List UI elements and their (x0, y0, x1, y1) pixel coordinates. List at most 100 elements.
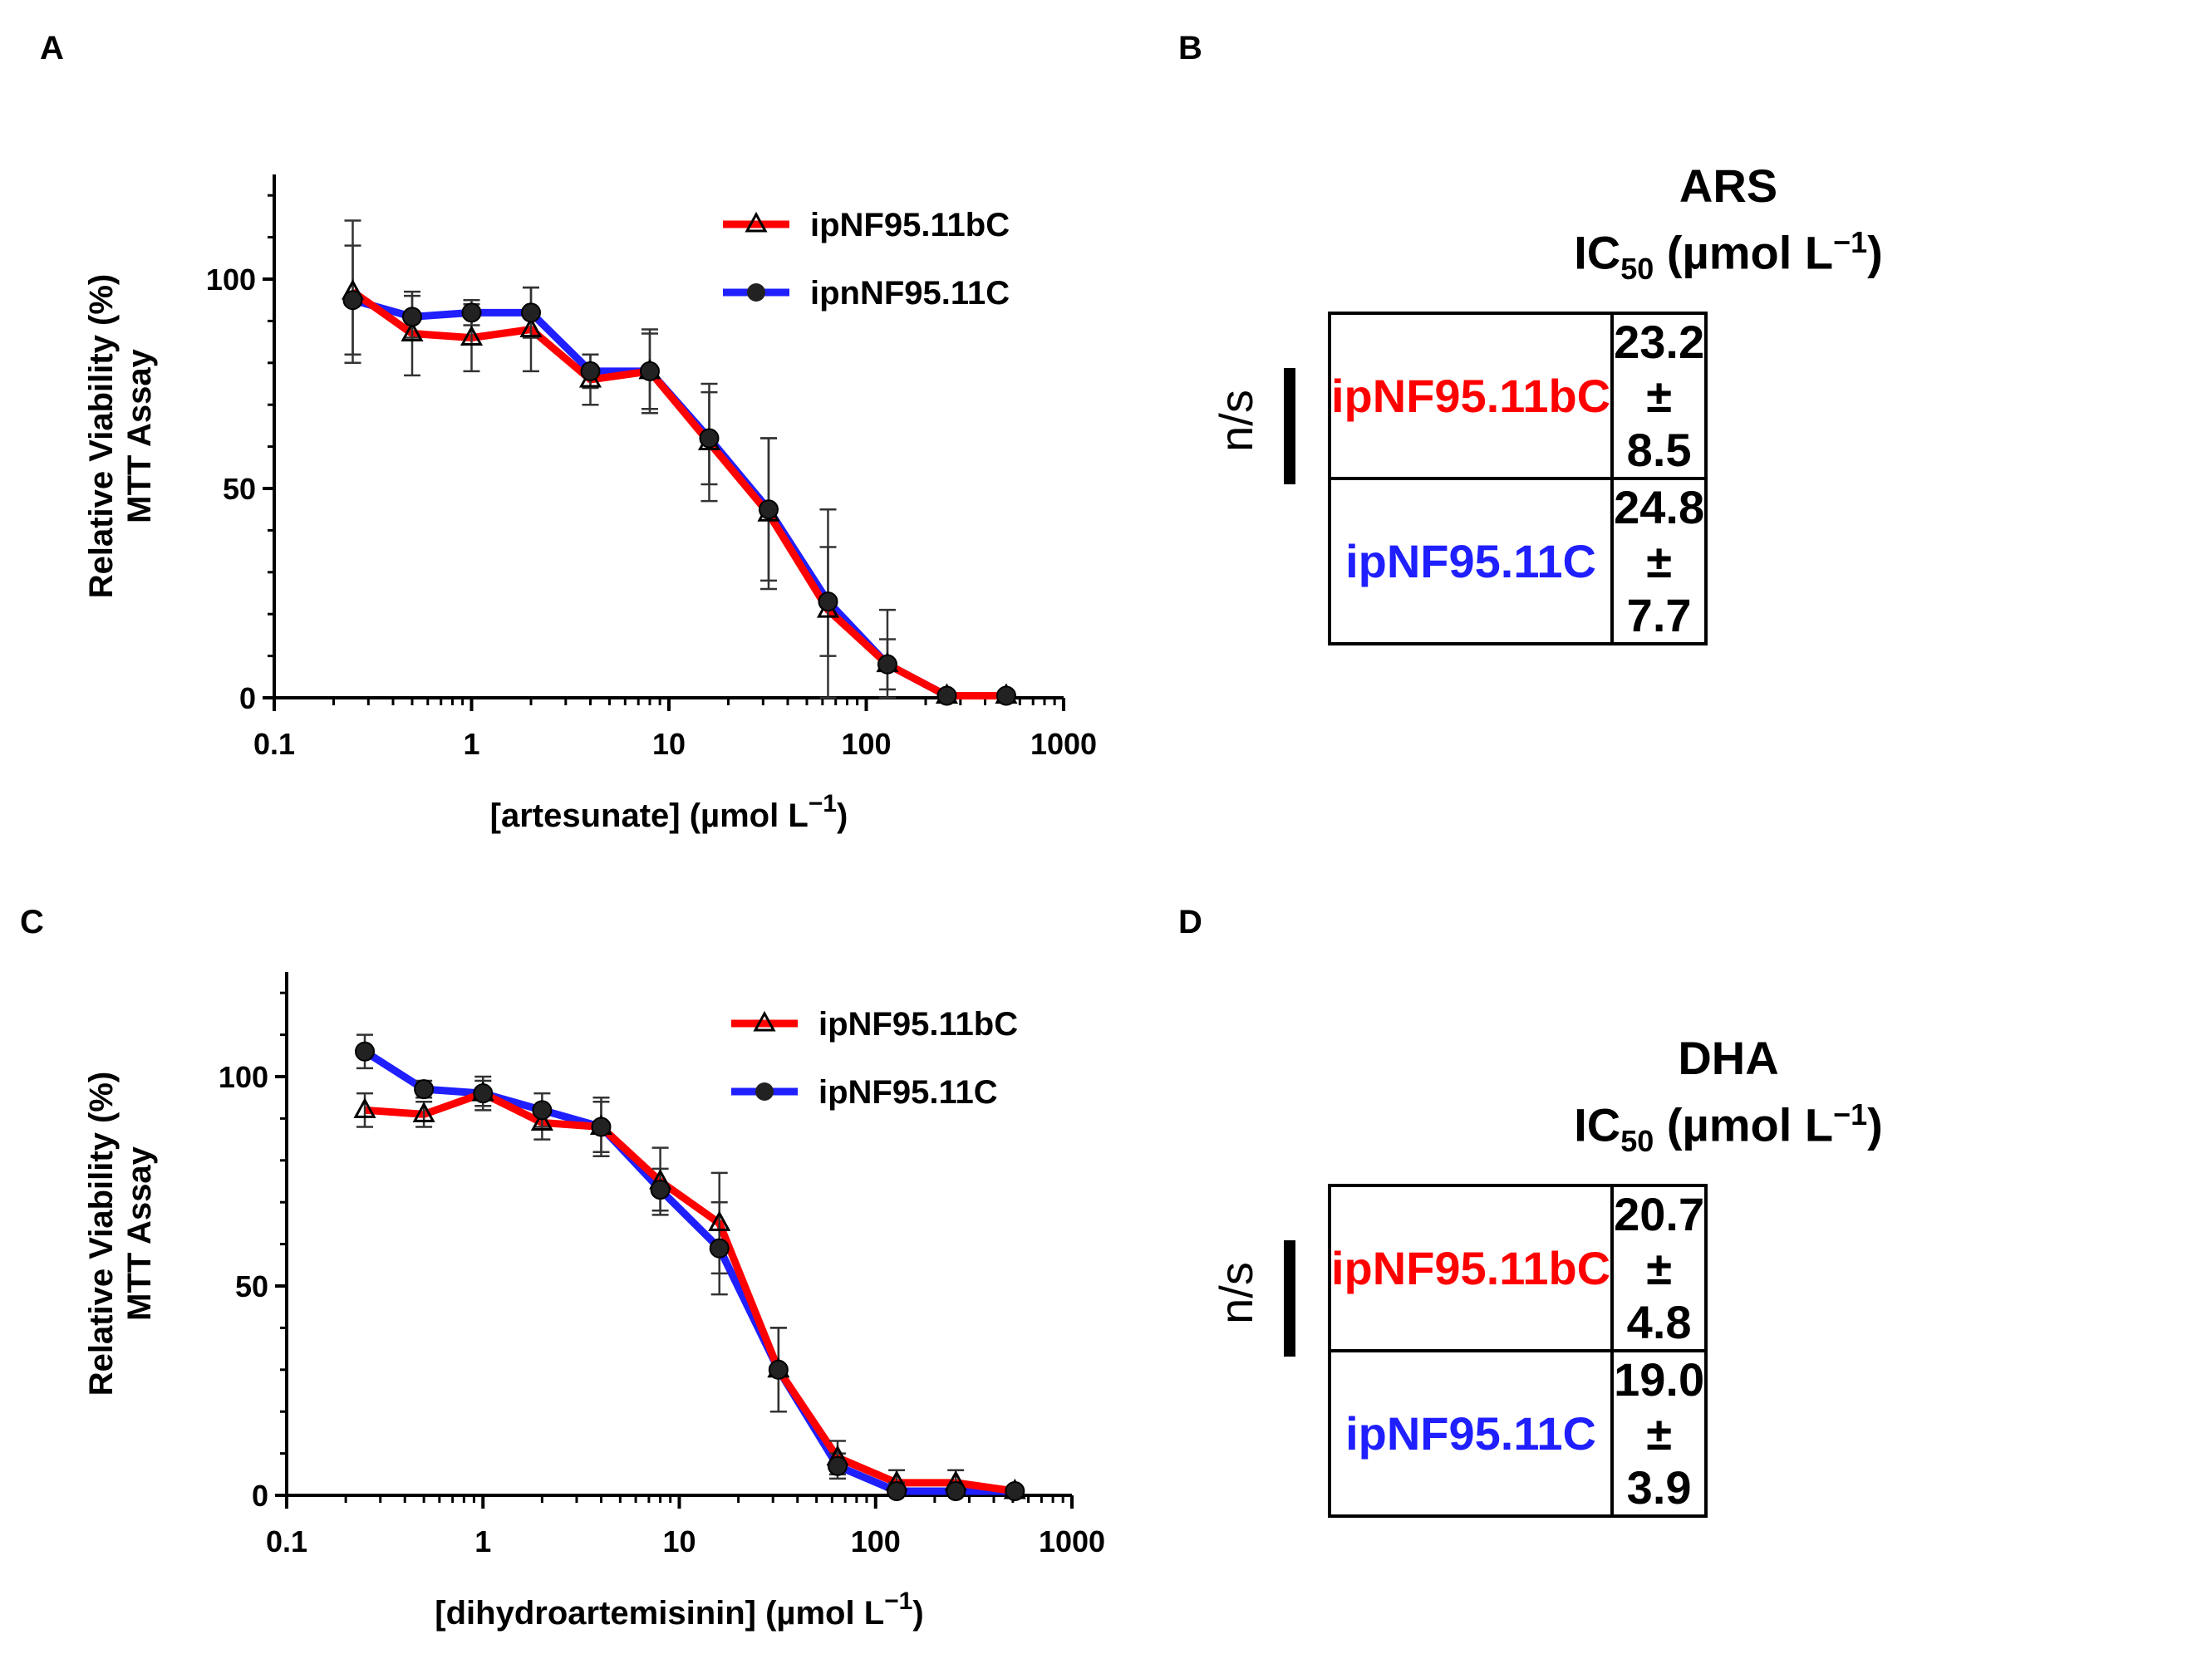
data-point-triangle (401, 321, 424, 342)
x-tick-label: 100 (851, 1524, 901, 1558)
data-point-circle (414, 1079, 435, 1100)
x-tick-label: 10 (652, 727, 686, 761)
table-row: ipNF95.11bC 23.2 ± 8.5 (1327, 312, 1708, 480)
legend-label: ipnNF95.11C (810, 275, 1010, 312)
data-point-circle (402, 307, 423, 327)
x-axis-title: [artesunate] (µmol L−1) (490, 790, 848, 834)
data-point-circle (827, 1455, 848, 1476)
chart-artesunate: 0 50 100 0.1 1 10 100 1000 [artesunate] (µmol L−… (83, 174, 1097, 834)
data-point-circle (461, 302, 482, 323)
ic50-value: 24.8 ± 7.7 (1610, 477, 1708, 645)
y-axis-title-line1: Relative Viability (%) (83, 274, 120, 599)
data-point-circle (709, 1238, 730, 1259)
data-point-circle (887, 1480, 907, 1501)
data-point-circle (946, 1480, 966, 1501)
data-point-circle (580, 361, 601, 381)
x-tick-label: 1 (463, 727, 479, 761)
ic50-unit-label: IC50 (µmol L−1) (1574, 1097, 1883, 1158)
data-point-circle (1005, 1480, 1025, 1501)
data-point-triangle (353, 1097, 376, 1118)
y-tick-label: 50 (223, 472, 256, 506)
x-tick-label: 1 (474, 1524, 491, 1558)
x-tick-label: 0.1 (253, 727, 295, 761)
legend-label: ipNF95.11bC (810, 207, 1010, 243)
data-point-circle (473, 1083, 494, 1104)
legend-label: ipNF95.11C (818, 1074, 998, 1111)
series-line-blue (362, 1048, 1015, 1495)
data-point-triangle (460, 325, 484, 346)
data-point-circle (936, 685, 957, 706)
x-tick-label: 0.1 (266, 1524, 307, 1558)
data-point-triangle (519, 317, 543, 337)
table-row: ipNF95.11C 24.8 ± 7.7 (1327, 477, 1708, 645)
data-point-circle (818, 591, 838, 612)
table-row: ipNF95.11bC 20.7 ± 4.8 (1327, 1184, 1708, 1352)
y-tick-label: 100 (219, 1060, 268, 1094)
panel-letter-c: C (20, 904, 44, 940)
data-point-triangle (530, 1110, 553, 1131)
chart-dihydroartemisinin: 0 50 100 0.1 1 10 100 1000 [dihydroartemisinin] … (83, 972, 1105, 1632)
x-tick-label: 1000 (1030, 727, 1097, 761)
significance-label: n/s (1209, 390, 1262, 452)
data-point-circle (532, 1100, 553, 1121)
data-point-circle (355, 1041, 376, 1062)
legend-label: ipNF95.11bC (818, 1006, 1018, 1043)
cell-line-name: ipNF95.11bC (1327, 1184, 1615, 1352)
significance-label: n/s (1209, 1262, 1262, 1324)
data-point-circle (995, 685, 1016, 706)
data-point-triangle (708, 1210, 731, 1231)
x-axis-title-sup: −1 (884, 1588, 912, 1615)
x-axis-title-end: ) (912, 1595, 923, 1632)
ic50-value: 19.0 ± 3.9 (1610, 1349, 1708, 1518)
x-axis-title-main: [dihydroartemisinin] (µmol L (435, 1595, 884, 1632)
cell-line-name: ipNF95.11bC (1327, 312, 1615, 480)
ic50-table: ipNF95.11bC 20.7 ± 4.8 ipNF95.11C 19.0 ±… (1327, 1184, 1708, 1518)
data-point-circle (639, 361, 660, 381)
x-axis-title-main: [artesunate] (µmol L (490, 798, 809, 834)
y-axis-title: Relative Viability (%)MTT Assay (83, 274, 158, 599)
ic50-value: 23.2 ± 8.5 (1610, 312, 1708, 480)
data-point-circle (768, 1359, 789, 1380)
drug-label: DHA (1678, 1032, 1779, 1084)
panel-letter-a: A (40, 30, 64, 66)
ic50-unit-label: IC50 (µmol L−1) (1574, 225, 1883, 286)
y-axis-title-line2: MTT Assay (121, 348, 158, 523)
data-point-circle (591, 1117, 612, 1137)
data-point-circle (758, 499, 779, 520)
table-row: ipNF95.11C 19.0 ± 3.9 (1327, 1349, 1708, 1518)
series-line-red (350, 288, 1006, 699)
y-tick-label: 0 (239, 681, 256, 715)
y-tick-label: 0 (252, 1479, 268, 1513)
legend-marker-triangle (745, 211, 768, 233)
significance-bar (1284, 368, 1295, 484)
legend-marker-circle (755, 1082, 774, 1101)
significance-bar (1284, 1240, 1295, 1357)
ic50-value: 20.7 ± 4.8 (1610, 1184, 1708, 1352)
data-point-circle (650, 1180, 671, 1200)
x-tick-label: 1000 (1039, 1524, 1105, 1558)
panel-letter-d: D (1178, 904, 1202, 940)
series-line-red (364, 1089, 1015, 1495)
y-axis-title: Relative Viability (%)MTT Assay (83, 1072, 158, 1396)
data-point-circle (342, 290, 363, 311)
y-tick-label: 50 (235, 1269, 268, 1303)
data-point-circle (520, 302, 541, 323)
legend-marker-triangle (753, 1010, 776, 1032)
data-point-circle (699, 428, 720, 449)
panel-letter-b: B (1178, 30, 1202, 66)
ic50-table: ipNF95.11bC 23.2 ± 8.5 ipNF95.11C 24.8 ±… (1327, 312, 1708, 645)
x-axis-title-sup: −1 (809, 790, 837, 817)
legend-marker-circle (747, 283, 765, 302)
x-axis-title: [dihydroartemisinin] (µmol L−1) (435, 1588, 923, 1632)
drug-label: ARS (1679, 160, 1778, 212)
summary-header-ars: ARS IC50 (µmol L−1) (1479, 158, 1978, 297)
y-axis-title-line2: MTT Assay (121, 1146, 158, 1320)
x-axis-title-end: ) (837, 798, 848, 834)
data-point-triangle (412, 1102, 435, 1122)
x-tick-label: 100 (841, 727, 891, 761)
cell-line-name: ipNF95.11C (1327, 1349, 1615, 1518)
data-point-circle (877, 654, 897, 675)
y-tick-label: 100 (206, 263, 256, 297)
x-tick-label: 10 (662, 1524, 696, 1558)
cell-line-name: ipNF95.11C (1327, 477, 1615, 645)
